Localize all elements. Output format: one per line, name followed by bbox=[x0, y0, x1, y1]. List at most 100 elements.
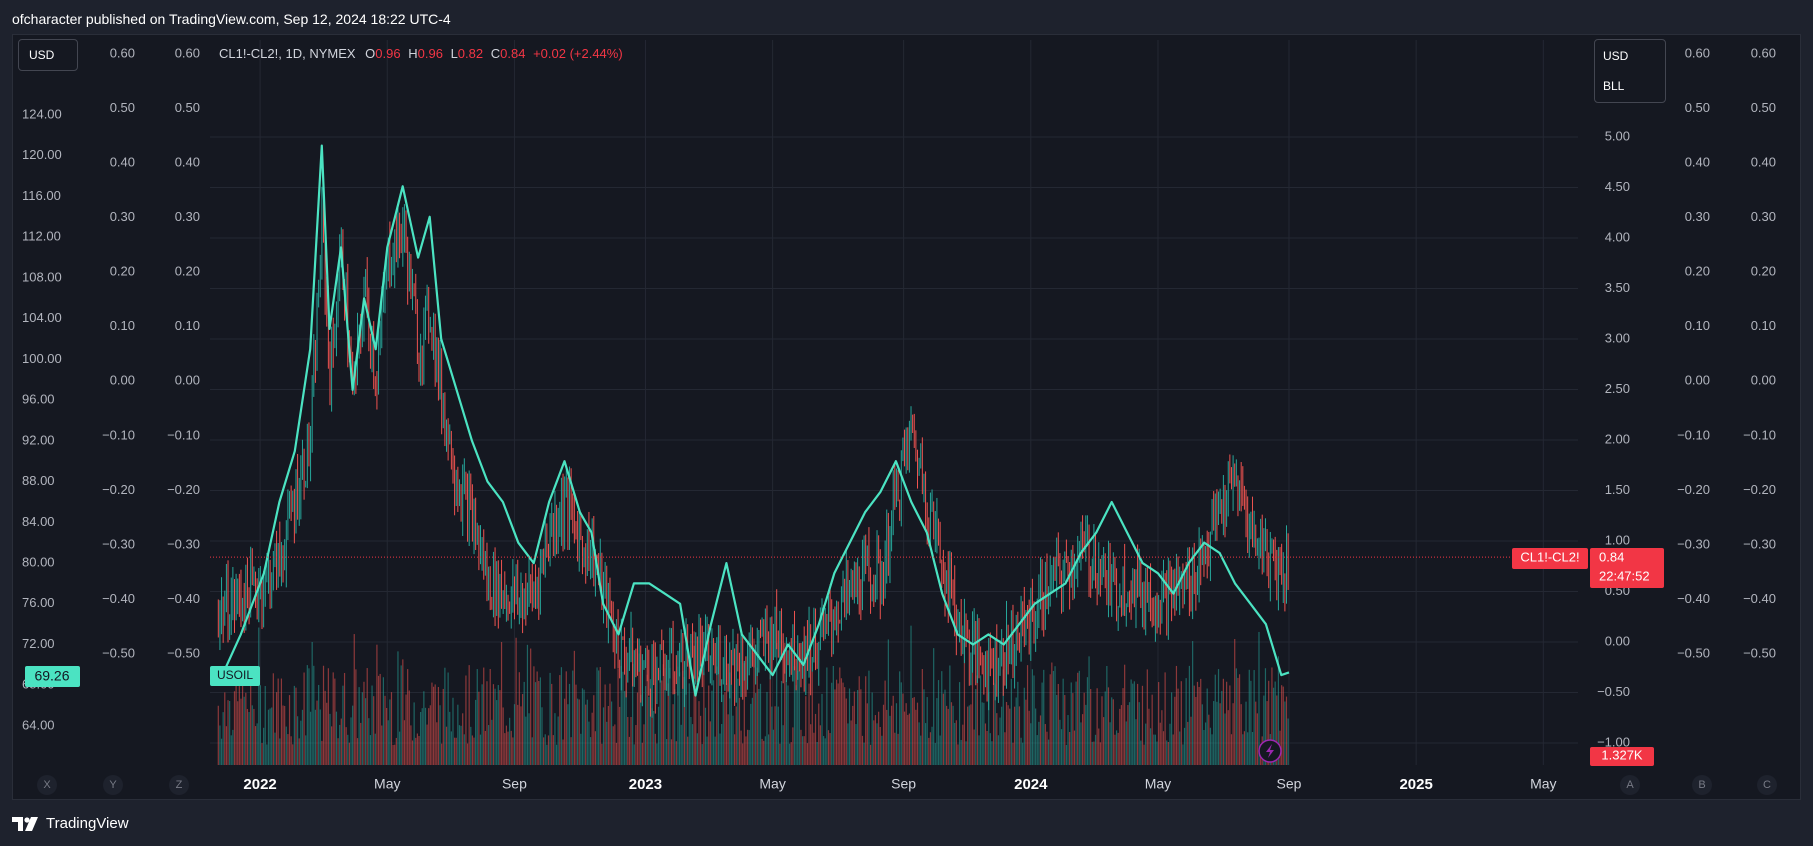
volume-bar bbox=[1285, 696, 1288, 765]
volume-bar bbox=[937, 680, 940, 765]
axis-button-label: X bbox=[43, 779, 51, 791]
volume-bar bbox=[899, 671, 901, 765]
volume-bar bbox=[518, 672, 520, 765]
volume-bar bbox=[403, 720, 406, 765]
volume-bar bbox=[392, 744, 394, 765]
volume-bar bbox=[887, 639, 889, 765]
volume-bar bbox=[746, 729, 749, 765]
lightning-icon[interactable] bbox=[1258, 739, 1282, 763]
volume-bar bbox=[445, 726, 448, 765]
volume-bar bbox=[1070, 682, 1072, 765]
volume-bar bbox=[1064, 695, 1066, 765]
volume-bar bbox=[288, 695, 291, 765]
axis-button-a[interactable]: A bbox=[1620, 775, 1640, 795]
volume-bar bbox=[232, 729, 234, 765]
volume-bar bbox=[1158, 682, 1160, 765]
volume-bar bbox=[623, 691, 626, 765]
volume-bar bbox=[1242, 734, 1244, 765]
volume-bar bbox=[965, 741, 967, 765]
volume-bar bbox=[916, 702, 919, 765]
volume-bar bbox=[831, 682, 833, 765]
axis-button-b[interactable]: B bbox=[1692, 775, 1712, 795]
chart-frame[interactable] bbox=[12, 34, 1801, 800]
volume-bar bbox=[266, 744, 268, 765]
volume-bar bbox=[860, 689, 862, 765]
volume-bar bbox=[1221, 690, 1223, 765]
volume-bar bbox=[439, 705, 441, 765]
right-unit-bll[interactable]: BLL bbox=[1603, 79, 1625, 93]
right-scale-2-tick: −0.40 bbox=[1743, 591, 1776, 606]
volume-bar bbox=[670, 739, 673, 765]
volume-bar bbox=[555, 744, 558, 765]
legend-symbol[interactable]: CL1!-CL2!, 1D, NYMEX bbox=[219, 46, 356, 61]
legend[interactable]: CL1!-CL2!, 1D, NYMEX O0.96 H0.96 L0.82 C… bbox=[219, 46, 623, 61]
volume-bar bbox=[610, 701, 613, 765]
volume-bar bbox=[318, 684, 320, 765]
volume-bar bbox=[238, 683, 240, 765]
volume-bar bbox=[641, 742, 643, 765]
right-unit-usd[interactable]: USD bbox=[1603, 49, 1629, 63]
volume-bar bbox=[1017, 681, 1019, 765]
volume-bar bbox=[704, 707, 707, 765]
volume-bar bbox=[1209, 727, 1212, 765]
volume-bar bbox=[628, 736, 631, 765]
axis-button-z[interactable]: Z bbox=[169, 775, 189, 795]
volume-bar bbox=[801, 736, 804, 765]
axis-button-y[interactable]: Y bbox=[103, 775, 123, 795]
tradingview-logo[interactable]: TradingView bbox=[12, 815, 129, 832]
volume-bar bbox=[1153, 734, 1155, 765]
volume-bar bbox=[381, 725, 383, 765]
volume-bar bbox=[795, 685, 797, 765]
volume-bar bbox=[1206, 688, 1208, 765]
volume-bar bbox=[360, 722, 362, 765]
volume-bar bbox=[1238, 674, 1241, 765]
volume-bar bbox=[1188, 665, 1190, 765]
axis-button-label: Z bbox=[176, 779, 183, 791]
volume-bar bbox=[1156, 741, 1158, 765]
volume-bar bbox=[980, 675, 982, 765]
volume-bar bbox=[250, 668, 252, 765]
usoil-label-tag-text: USOIL bbox=[217, 668, 253, 682]
volume-bar bbox=[687, 736, 689, 765]
volume-bar bbox=[874, 715, 877, 765]
volume-tag bbox=[1590, 747, 1654, 766]
volume-bar bbox=[604, 684, 606, 765]
volume-bar bbox=[1039, 715, 1042, 765]
volume-bar bbox=[229, 700, 231, 765]
volume-bar bbox=[410, 725, 412, 765]
volume-bar bbox=[222, 712, 224, 765]
volume-bar bbox=[554, 713, 556, 765]
left-scale-2-tick: 0.50 bbox=[175, 100, 200, 115]
volume-bar bbox=[924, 723, 927, 765]
volume-bar bbox=[1276, 695, 1278, 765]
volume-bar bbox=[803, 736, 805, 765]
volume-bar bbox=[1122, 688, 1124, 765]
publish-info: ofcharacter published on TradingView.com… bbox=[12, 11, 451, 27]
volume-bar bbox=[701, 744, 703, 765]
left-unit-button[interactable]: USD bbox=[18, 39, 78, 71]
volume-bar bbox=[530, 648, 532, 765]
volume-bar bbox=[1060, 729, 1063, 765]
right-scale-1-tick: −0.10 bbox=[1677, 427, 1710, 442]
left-scale-1-tick: −0.50 bbox=[102, 645, 135, 660]
volume-bar bbox=[434, 684, 436, 765]
volume-bar bbox=[581, 688, 584, 765]
volume-bar bbox=[975, 689, 977, 765]
volume-bar bbox=[1075, 681, 1077, 765]
volume-bar bbox=[793, 666, 796, 765]
usoil-axis-tick: 84.00 bbox=[22, 514, 55, 529]
volume-bar bbox=[1138, 702, 1140, 765]
volume-bar bbox=[512, 737, 514, 765]
volume-bar bbox=[674, 689, 676, 765]
axis-button-c[interactable]: C bbox=[1757, 775, 1777, 795]
right-unit-box[interactable]: USD BLL bbox=[1594, 39, 1666, 103]
volume-bar bbox=[528, 713, 530, 765]
volume-bar bbox=[1263, 695, 1265, 765]
spread-axis-tick: 1.50 bbox=[1605, 482, 1630, 497]
volume-bar bbox=[910, 625, 912, 765]
volume-bar bbox=[886, 709, 888, 765]
axis-button-x[interactable]: X bbox=[37, 775, 57, 795]
volume-bar bbox=[1107, 687, 1110, 765]
volume-bar bbox=[479, 734, 482, 765]
